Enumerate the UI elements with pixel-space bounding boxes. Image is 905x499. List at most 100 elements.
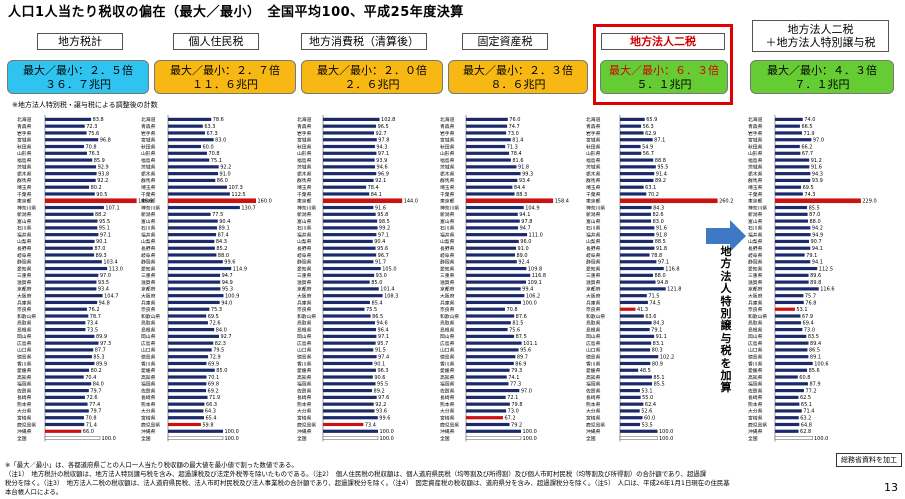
category-label: 宮崎県: [440, 415, 455, 422]
bar: [45, 226, 98, 230]
category-label: 京都府: [586, 286, 601, 293]
bar: [168, 348, 212, 352]
bar: [775, 402, 800, 406]
value-label: 71.9: [803, 131, 814, 137]
value-label: 73.0: [804, 327, 815, 333]
value-label: 84.3: [216, 239, 227, 245]
value-label: 91.6: [811, 165, 822, 171]
category-label: 島根県: [141, 326, 156, 333]
bar: [323, 429, 378, 433]
category-label: 福岡県: [748, 381, 763, 388]
category-label: 長野県: [297, 245, 312, 252]
value-label: 90.1: [374, 361, 385, 367]
category-label: 千葉県: [586, 191, 601, 198]
value-label: 90.5: [96, 192, 107, 198]
bar: [620, 226, 655, 230]
category-label: 静岡県: [586, 259, 601, 266]
bar: [168, 212, 211, 216]
bar: [620, 382, 653, 386]
footnote-line: 本台帳人口による。: [5, 488, 63, 496]
value-label: 96.8: [100, 138, 111, 144]
category-label: 千葉県: [748, 191, 763, 198]
bar: [323, 219, 378, 223]
value-label: 97.1: [378, 151, 389, 157]
bar: [168, 355, 209, 359]
bar: [323, 192, 370, 196]
value-label: 53.1: [641, 388, 652, 394]
bar: [466, 287, 521, 291]
value-label: 73.4: [365, 422, 376, 428]
bar: [168, 233, 217, 237]
category-label: 愛知県: [440, 265, 455, 272]
bar: [45, 368, 90, 372]
category-label: 秋田県: [586, 143, 601, 150]
bar: [775, 185, 802, 189]
bar: [466, 131, 507, 135]
value-label: 89.0: [516, 253, 527, 259]
bar: [620, 402, 644, 406]
bar: [774, 436, 813, 440]
category-label: 山梨県: [17, 238, 32, 245]
value-label: 100.0: [380, 429, 394, 435]
category-label: 愛知県: [17, 265, 32, 272]
bar: [45, 294, 103, 298]
category-label: 長崎県: [141, 394, 156, 401]
value-label: 94.6: [377, 321, 388, 327]
bar: [620, 327, 650, 332]
value-label: 60.8: [799, 375, 810, 381]
bar: [45, 355, 92, 359]
value-label: 86.5: [372, 314, 383, 320]
bar: [620, 117, 645, 121]
category-label: 京都府: [440, 286, 455, 293]
category-label: 島根県: [586, 326, 601, 333]
bar: [323, 212, 376, 216]
bar: [775, 205, 808, 210]
value-label: 77.2: [805, 388, 816, 394]
bar: [775, 124, 800, 128]
bar: [323, 368, 376, 372]
value-label: 63.3: [204, 124, 215, 130]
bar: [323, 327, 377, 332]
category-label: 熊本県: [586, 401, 601, 408]
value-label: 81.6: [512, 158, 523, 164]
value-label: 55.0: [642, 395, 653, 401]
ratio-box-local-tax-total: 最大／最小：２．５倍 ３６．７兆円: [7, 60, 149, 94]
value-label: 90.7: [811, 239, 822, 245]
value-label: 56.7: [643, 151, 654, 157]
bar: [466, 219, 520, 223]
category-label: 長野県: [586, 245, 601, 252]
value-label: 88.0: [810, 219, 821, 225]
bar: [620, 124, 642, 128]
value-label: 83.5: [808, 334, 819, 340]
category-label: 愛知県: [297, 265, 312, 272]
bar: [466, 239, 519, 244]
bar: [44, 436, 101, 440]
value-label: 86.9: [515, 361, 526, 367]
value-label: 111.0: [529, 232, 543, 238]
value-label: 96.4: [378, 327, 389, 333]
value-label: 89.1: [219, 226, 230, 232]
category-label: 全国: [297, 435, 307, 442]
category-label: 鳥取県: [297, 320, 312, 327]
category-label: 神奈川県: [748, 204, 767, 211]
bar: [620, 205, 652, 210]
value-label: 80.9: [652, 361, 663, 367]
category-label: 岡山県: [586, 333, 601, 340]
category-label: 長崎県: [17, 394, 32, 401]
value-label: 76.8: [805, 300, 816, 306]
value-label: 158.4: [555, 199, 569, 205]
value-label: 89.2: [374, 388, 385, 394]
bar: [323, 314, 371, 318]
bar: [168, 253, 217, 257]
bar: [466, 348, 519, 352]
bar: [775, 226, 811, 230]
value-label: 78.4: [368, 185, 379, 191]
category-label: 愛媛県: [297, 367, 312, 374]
ratio-box-corporate-plus-special-transfer: 最大／最小：４．３倍 ７．１兆円: [750, 60, 894, 94]
value-label: 62.9: [645, 131, 656, 137]
bar: [168, 388, 207, 393]
category-label: 石川県: [440, 226, 455, 232]
bar: [323, 300, 370, 305]
bar: [323, 294, 383, 298]
value-label: 94.1: [519, 212, 530, 218]
